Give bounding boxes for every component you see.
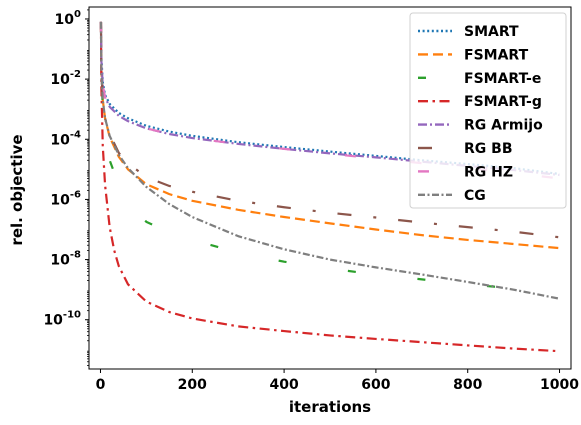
- y-tick-exponent: -8: [70, 250, 81, 261]
- x-tick-label: 1000: [540, 377, 579, 393]
- x-axis-label: iterations: [289, 398, 371, 416]
- x-tick-label: 800: [453, 377, 482, 393]
- y-tick-label: 10-8: [50, 250, 81, 269]
- y-tick-base: 10: [43, 313, 63, 329]
- y-tick-base: 10: [50, 72, 70, 88]
- y-tick-exponent: -4: [70, 129, 81, 140]
- x-axis: 0 200 400 600 800 1000: [96, 369, 579, 393]
- series-line-smart: [99, 21, 560, 176]
- y-tick-label: 10-4: [50, 129, 81, 148]
- y-axis-label: rel. objective: [8, 134, 26, 245]
- x-tick-label: 200: [178, 377, 207, 393]
- x-tick-label: 400: [269, 377, 298, 393]
- y-tick-label: 100: [55, 9, 81, 28]
- legend-label-rg-bb: RG BB: [464, 141, 513, 157]
- legend-label-rg-armijo: RG Armijo: [464, 118, 543, 134]
- y-tick-base: 10: [50, 132, 70, 148]
- x-tick-label: 600: [361, 377, 390, 393]
- y-tick-label: 10-10: [43, 310, 81, 329]
- legend-box: [409, 12, 567, 209]
- legend-label-fsmart-e: FSMART-e: [464, 71, 541, 87]
- y-tick-label: 10-6: [50, 189, 81, 208]
- y-tick-base: 10: [55, 12, 75, 28]
- y-tick-base: 10: [50, 192, 70, 208]
- x-tick-label: 0: [96, 377, 106, 393]
- plot-frame: [88, 6, 572, 370]
- legend-label-fsmart: FSMART: [464, 47, 529, 63]
- y-tick-exponent: 0: [74, 9, 81, 20]
- legend-label-cg: CG: [464, 188, 486, 204]
- y-tick-exponent: -6: [70, 189, 81, 200]
- y-tick-exponent: -10: [63, 310, 81, 321]
- legend: SMART FSMART FSMART-e FSMART-g RG Armijo RG B…: [409, 12, 567, 209]
- y-tick-base: 10: [50, 253, 70, 269]
- series-line-cg: [99, 21, 560, 300]
- y-tick-exponent: -2: [70, 69, 81, 80]
- legend-label-rg-hz: RG HZ: [464, 164, 513, 180]
- y-tick-label: 10-2: [50, 69, 81, 88]
- series-line-rg-hz: [99, 21, 560, 180]
- legend-label-fsmart-g: FSMART-g: [464, 94, 542, 110]
- series-line-fsmart-g: [99, 21, 560, 353]
- legend-label-smart: SMART: [464, 24, 519, 40]
